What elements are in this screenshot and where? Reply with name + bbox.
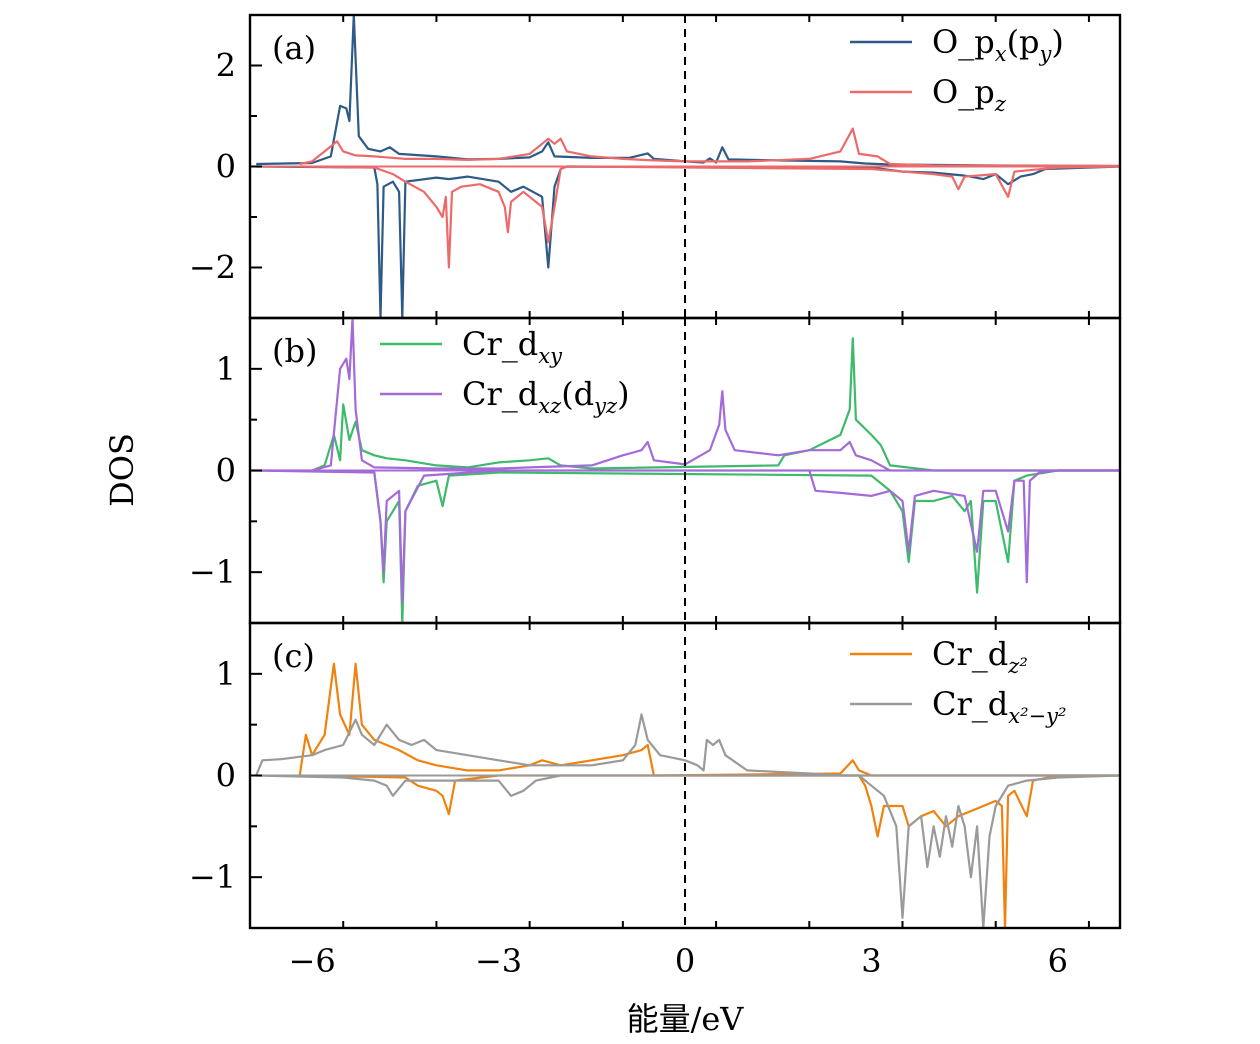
series-c-1-up: [255, 713, 1120, 777]
series-a-1-up: [299, 127, 1120, 168]
ytick-label-a: −2: [189, 249, 236, 287]
panel-b: −1 0 1 (b) Cr_dxy Cr_dxz(dyz): [189, 316, 1122, 625]
ytick-label-c: 0: [216, 757, 236, 795]
panel-label-c: (c): [272, 637, 315, 675]
x-axis-title: 能量/eV: [627, 1000, 745, 1038]
ytick-label-a: 2: [216, 47, 236, 85]
xtick-label: 6: [1048, 942, 1068, 980]
panel-label-b: (b): [272, 332, 317, 370]
ytick-label-c: −1: [189, 858, 236, 896]
panel-b-series: [250, 318, 1120, 623]
ytick-label-c: 1: [216, 655, 236, 693]
series-b-1-up: [250, 318, 1120, 472]
series-c-0-down: [299, 774, 1120, 928]
legend-label-b-1: Cr_dxz(dyz): [462, 375, 630, 418]
y-axis-title: DOS: [103, 433, 141, 507]
panel-a-series: [250, 15, 1120, 318]
xtick-label: 3: [861, 942, 881, 980]
series-a-1-down: [299, 165, 1120, 269]
ytick-label-b: 0: [216, 452, 236, 490]
legend-label-b-0: Cr_dxy: [462, 325, 563, 368]
panel-c-series: [250, 662, 1120, 928]
legend-label-a-1: O_pz: [932, 73, 1007, 116]
xtick-label: −3: [475, 942, 522, 980]
ytick-label-a: 0: [216, 148, 236, 186]
series-b-0-up: [311, 337, 1120, 472]
ytick-label-b: 1: [216, 350, 236, 388]
series-a-0-down: [256, 165, 1120, 318]
legend-label-a-0: O_px(py): [932, 23, 1064, 66]
xtick-label: −6: [289, 942, 336, 980]
series-b-0-down: [312, 469, 1120, 623]
series-c-1-down: [256, 774, 1120, 928]
panel-c: −1 0 1 (c) Cr_dz² Cr_dx²−y² −6 −3 0 3 6: [189, 621, 1122, 980]
series-a-0-up: [256, 15, 1120, 168]
xtick-label: 0: [675, 942, 695, 980]
series-b-1-down: [250, 469, 1120, 604]
panel-label-a: (a): [272, 29, 316, 67]
panel-a: −2 0 2 (a) O_px(py) O_pz: [189, 13, 1122, 320]
ytick-label-b: −1: [189, 553, 236, 591]
legend-label-c-0: Cr_dz²: [932, 635, 1028, 678]
legend-label-c-1: Cr_dx²−y²: [932, 685, 1066, 728]
